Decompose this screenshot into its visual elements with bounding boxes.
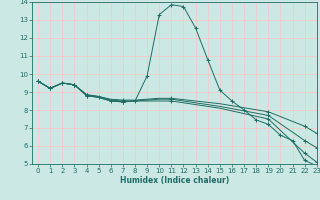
- X-axis label: Humidex (Indice chaleur): Humidex (Indice chaleur): [120, 176, 229, 185]
